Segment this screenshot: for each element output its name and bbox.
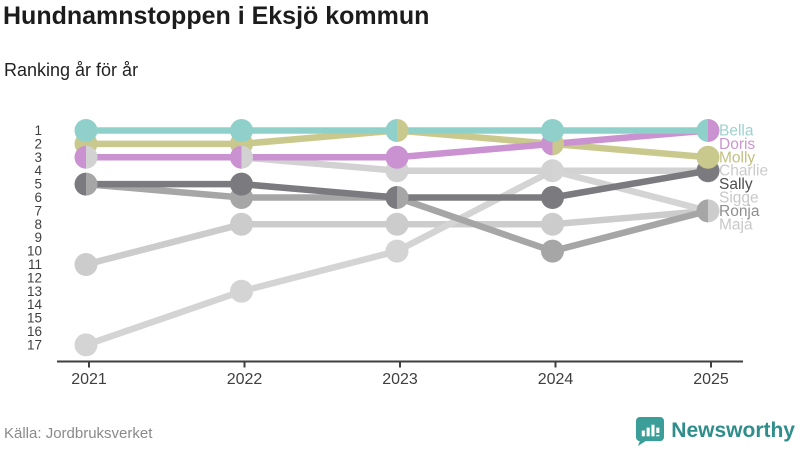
dot-Maja (385, 212, 409, 236)
x-axis-tick-label: 2024 (538, 371, 574, 388)
newsworthy-logo-icon (636, 416, 665, 446)
dot-Maja (230, 212, 253, 236)
series-label-Doris: Doris (719, 136, 755, 153)
y-axis-tick-label: 4 (34, 163, 42, 178)
dot-Molly (696, 145, 720, 169)
y-axis-tick-label: 8 (34, 217, 42, 232)
y-axis-tick-label: 7 (34, 203, 42, 218)
source-note: Källa: Jordbruksverket (4, 425, 153, 442)
dot-Sally (385, 186, 397, 209)
series-label-Sigge: Sigge (719, 190, 759, 207)
dot-Charlie (241, 145, 253, 169)
dot-Doris (708, 119, 720, 142)
x-axis-tick-label: 2025 (693, 371, 729, 388)
y-axis-tick-label: 1 (34, 123, 42, 138)
dot-Doris (230, 145, 242, 169)
dot-Bella (696, 119, 708, 142)
dot-Charlie (86, 145, 98, 169)
dot-Maja (708, 199, 720, 223)
dot-Ronja (541, 239, 564, 263)
brand-name: Newsworthy (671, 419, 795, 442)
dot-Sally (230, 172, 253, 196)
dot-Bella (74, 119, 98, 142)
series-label-Charlie: Charlie (719, 163, 768, 180)
series-label-Sally: Sally (719, 176, 753, 193)
y-axis-tick-label: 2 (34, 136, 42, 151)
y-axis-tick-label: 13 (27, 284, 42, 299)
series-label-Molly: Molly (719, 149, 755, 166)
y-axis-tick-label: 10 (27, 244, 42, 259)
y-axis-tick-label: 16 (27, 324, 42, 339)
dot-Molly (397, 119, 409, 142)
dot-Bella (385, 119, 397, 142)
dot-Sally (541, 186, 564, 209)
dot-Maja (541, 212, 564, 236)
dot-Ronja (86, 172, 98, 196)
y-axis-tick-label: 14 (27, 297, 43, 312)
dot-Charlie (541, 159, 553, 183)
dot-Bella (541, 119, 564, 142)
dot-Doris (74, 145, 86, 169)
y-axis-tick-label: 17 (27, 337, 42, 352)
y-axis-tick-label: 5 (34, 177, 42, 192)
y-axis-tick-label: 6 (34, 190, 42, 205)
logo-bubble (636, 416, 665, 446)
dot-Doris (385, 145, 409, 169)
dot-Bella (230, 119, 253, 142)
dot-Sigge (385, 239, 409, 263)
dot-Sally (74, 172, 86, 196)
dot-Sigge (552, 159, 564, 183)
series-label-Bella: Bella (719, 123, 754, 140)
series-label-Maja: Maja (719, 216, 753, 233)
x-axis-tick-label: 2023 (382, 371, 418, 388)
y-axis-tick-label: 11 (28, 257, 42, 272)
brand-footer: Newsworthy (635, 416, 795, 446)
dot-Sigge (74, 333, 98, 357)
y-axis-tick-label: 9 (34, 230, 42, 245)
dot-Maja (74, 253, 98, 276)
series-label-Ronja: Ronja (719, 203, 760, 220)
dot-Ronja (397, 186, 409, 209)
y-axis-tick-label: 15 (27, 311, 42, 326)
chart-subtitle: Ranking år för år (4, 60, 139, 80)
dot-Ronja (696, 199, 708, 223)
y-axis-tick-label: 12 (27, 270, 42, 285)
dot-Sigge (230, 279, 253, 303)
y-axis-tick-label: 3 (34, 150, 42, 165)
x-axis-tick-label: 2021 (71, 371, 107, 388)
x-axis-tick-label: 2022 (227, 371, 263, 388)
chart-title: Hundnamnstoppen i Eksjö kommun (3, 2, 430, 30)
